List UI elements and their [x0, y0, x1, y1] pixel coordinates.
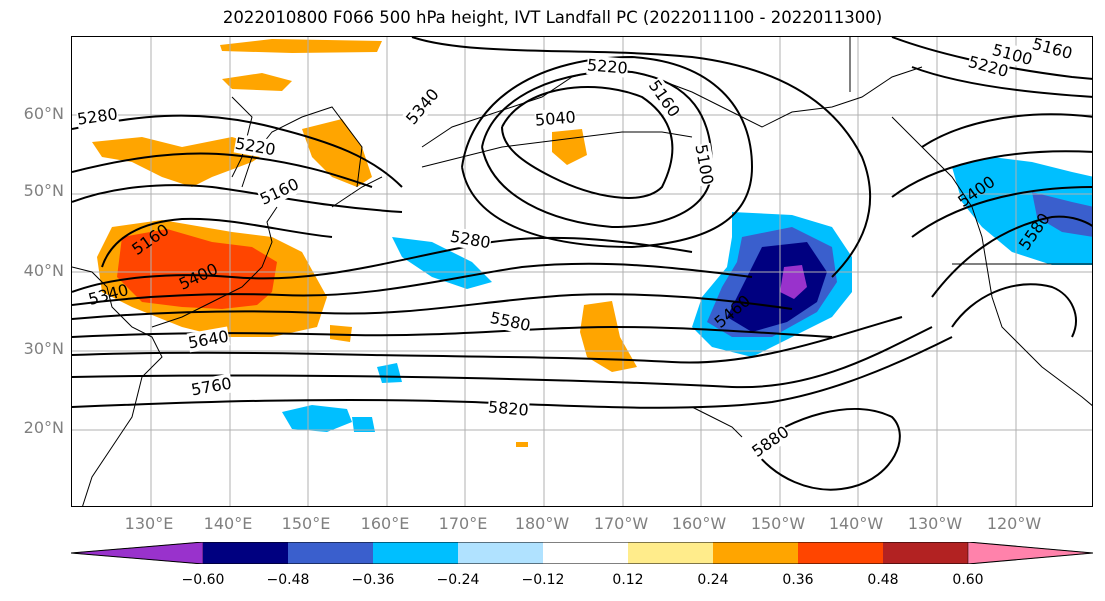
shade-orange-kamchatka	[222, 73, 292, 91]
colorbar-tick-label: 0.12	[612, 572, 644, 588]
coast-asia	[72, 266, 163, 506]
shade-orange-small	[330, 325, 352, 342]
colorbar-segment-7	[713, 542, 798, 564]
shade-orange-central	[580, 301, 637, 372]
shade-blue-small-1	[377, 363, 402, 383]
colorbar-segment-10	[967, 542, 1093, 564]
colorbar-segment-3	[373, 542, 458, 564]
shade-yellow-dot	[516, 442, 528, 447]
shade-orange-north	[552, 129, 587, 165]
colorbar-segment-4	[458, 542, 543, 564]
lon-label-120w: 120°W	[986, 514, 1042, 533]
coast-kuril	[331, 176, 383, 208]
ivt-shading	[92, 39, 637, 447]
colorbar-tick-label: 0.48	[867, 572, 899, 588]
shade-blue-coast	[952, 157, 1092, 265]
colorbar-tick-label: −0.24	[436, 572, 480, 588]
map-canvas	[72, 37, 1092, 506]
lon-label-150e: 150°E	[281, 514, 331, 533]
ivt-shading-negative	[282, 157, 1092, 432]
lat-label-50n: 50°N	[23, 181, 64, 200]
shade-blue-small-2	[352, 417, 375, 432]
contour-label: 5820	[487, 397, 530, 420]
shade-purple-east	[780, 265, 807, 299]
lon-label-160w: 160°W	[671, 514, 727, 533]
lon-label-130e: 130°E	[124, 514, 174, 533]
lat-label-40n: 40°N	[23, 261, 64, 280]
colorbar-segment-0	[71, 542, 204, 564]
colorbar-segment-8	[798, 542, 883, 564]
shade-royalblue-coast	[1032, 192, 1092, 237]
lon-label-170w: 170°W	[593, 514, 649, 533]
colorbar-tick-label: −0.60	[181, 572, 225, 588]
shade-blue-sub	[282, 405, 352, 432]
lat-label-60n: 60°N	[23, 104, 64, 123]
lon-label-130w: 130°W	[907, 514, 963, 533]
colorbar-tick-label: −0.12	[521, 572, 565, 588]
colorbar-tick-label: −0.36	[351, 572, 395, 588]
colorbar-tick-label: 0.60	[952, 572, 984, 588]
colorbar-tick-label: −0.48	[266, 572, 310, 588]
colorbar	[71, 542, 1093, 564]
colorbar-segment-5	[543, 542, 628, 564]
colorbar-segment-6	[628, 542, 713, 564]
coast-hawaii	[691, 406, 743, 438]
colorbar-segment-2	[288, 542, 373, 564]
colorbar-segment-1	[203, 542, 288, 564]
coast-aleutian	[421, 131, 693, 168]
shade-orange-top	[220, 39, 382, 53]
map-title: 2022010800 F066 500 hPa height, IVT Land…	[222, 8, 883, 27]
lon-label-140e: 140°E	[203, 514, 253, 533]
contour-label: 5220	[586, 55, 629, 78]
lon-label-180w: 180°W	[514, 514, 570, 533]
graticule	[72, 37, 1092, 506]
shade-orange-sakhalin	[92, 137, 272, 187]
lon-label-170e: 170°E	[438, 514, 488, 533]
contour-label: 5040	[534, 107, 577, 130]
shade-navy-east	[727, 242, 827, 332]
lat-label-20n: 20°N	[23, 418, 64, 437]
coast-japan	[151, 206, 278, 328]
colorbar-segment-9	[883, 542, 968, 564]
colorbar-tick-label: 0.24	[697, 572, 729, 588]
height-contours	[72, 37, 1092, 491]
colorbar-tick-label: 0.36	[782, 572, 814, 588]
lat-label-30n: 30°N	[23, 339, 64, 358]
lon-label-150w: 150°W	[750, 514, 806, 533]
coast-canada	[891, 116, 1092, 406]
lon-label-140w: 140°W	[828, 514, 884, 533]
lon-label-160e: 160°E	[360, 514, 410, 533]
map-panel: 5280 5220 5160 5160 5340 5400 5640 5760 …	[71, 36, 1093, 507]
shade-orange-hokkaido	[302, 119, 372, 187]
